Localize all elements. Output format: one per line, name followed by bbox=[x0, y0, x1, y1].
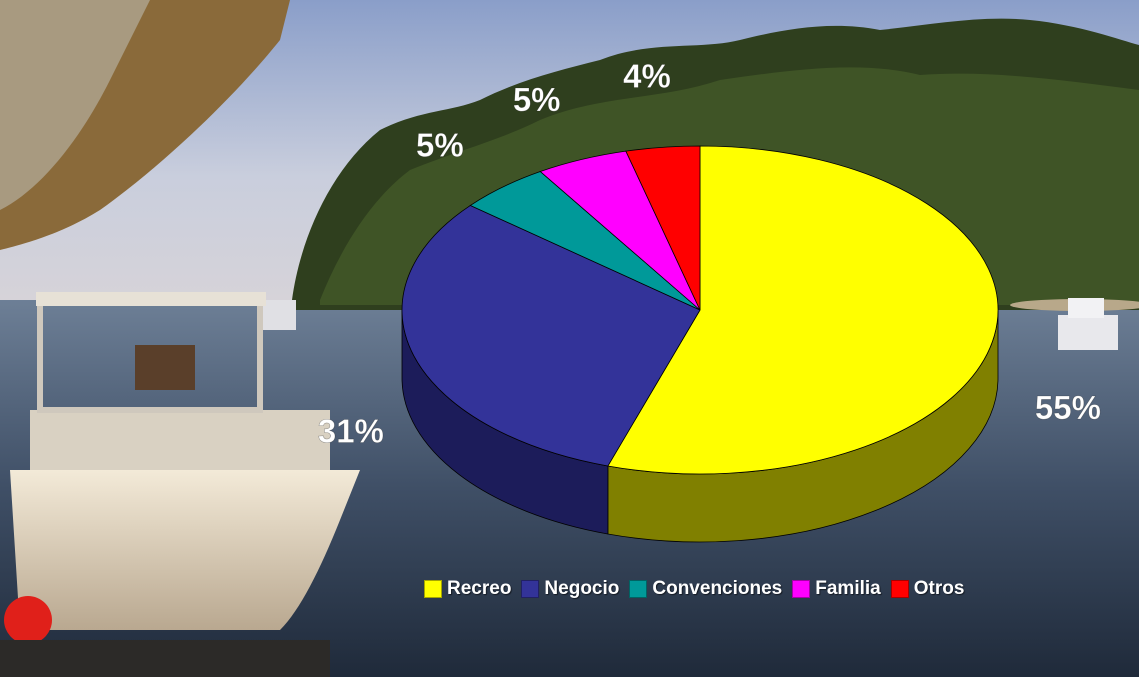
pct-label-familia: 5% bbox=[513, 81, 561, 118]
pie-slice-negocio bbox=[401, 205, 701, 467]
chart-legend: Recreo Negocio Convenciones Familia Otros bbox=[424, 578, 964, 600]
legend-label-otros: Otros bbox=[913, 578, 965, 599]
legend-label-familia: Familia bbox=[815, 578, 881, 599]
legend-label-negocio: Negocio bbox=[544, 578, 620, 599]
legend-item-convenciones: Convenciones bbox=[629, 578, 782, 600]
legend-swatch-recreo bbox=[424, 580, 442, 598]
pct-label-recreo: 55% bbox=[1035, 389, 1101, 426]
legend-item-familia: Familia bbox=[792, 578, 881, 600]
pct-label-convenciones: 5% bbox=[416, 126, 464, 163]
pct-label-negocio: 31% bbox=[318, 413, 384, 450]
legend-item-otros: Otros bbox=[890, 578, 965, 600]
pie-labels: 55% 31% 5% 5% 4% bbox=[318, 57, 1102, 450]
legend-label-convenciones: Convenciones bbox=[652, 578, 783, 599]
pct-label-otros: 4% bbox=[623, 58, 671, 95]
legend-swatch-familia bbox=[792, 580, 811, 598]
legend-swatch-convenciones bbox=[629, 580, 648, 598]
pie-slice-recreo bbox=[607, 145, 999, 475]
legend-item-negocio: Negocio bbox=[521, 578, 619, 600]
legend-swatch-negocio bbox=[521, 580, 540, 598]
pie-chart bbox=[401, 145, 999, 543]
legend-swatch-otros bbox=[890, 580, 909, 598]
pie-slice-otros bbox=[625, 145, 701, 311]
legend-label-recreo: Recreo bbox=[447, 578, 512, 599]
legend-item-recreo: Recreo bbox=[424, 578, 511, 600]
